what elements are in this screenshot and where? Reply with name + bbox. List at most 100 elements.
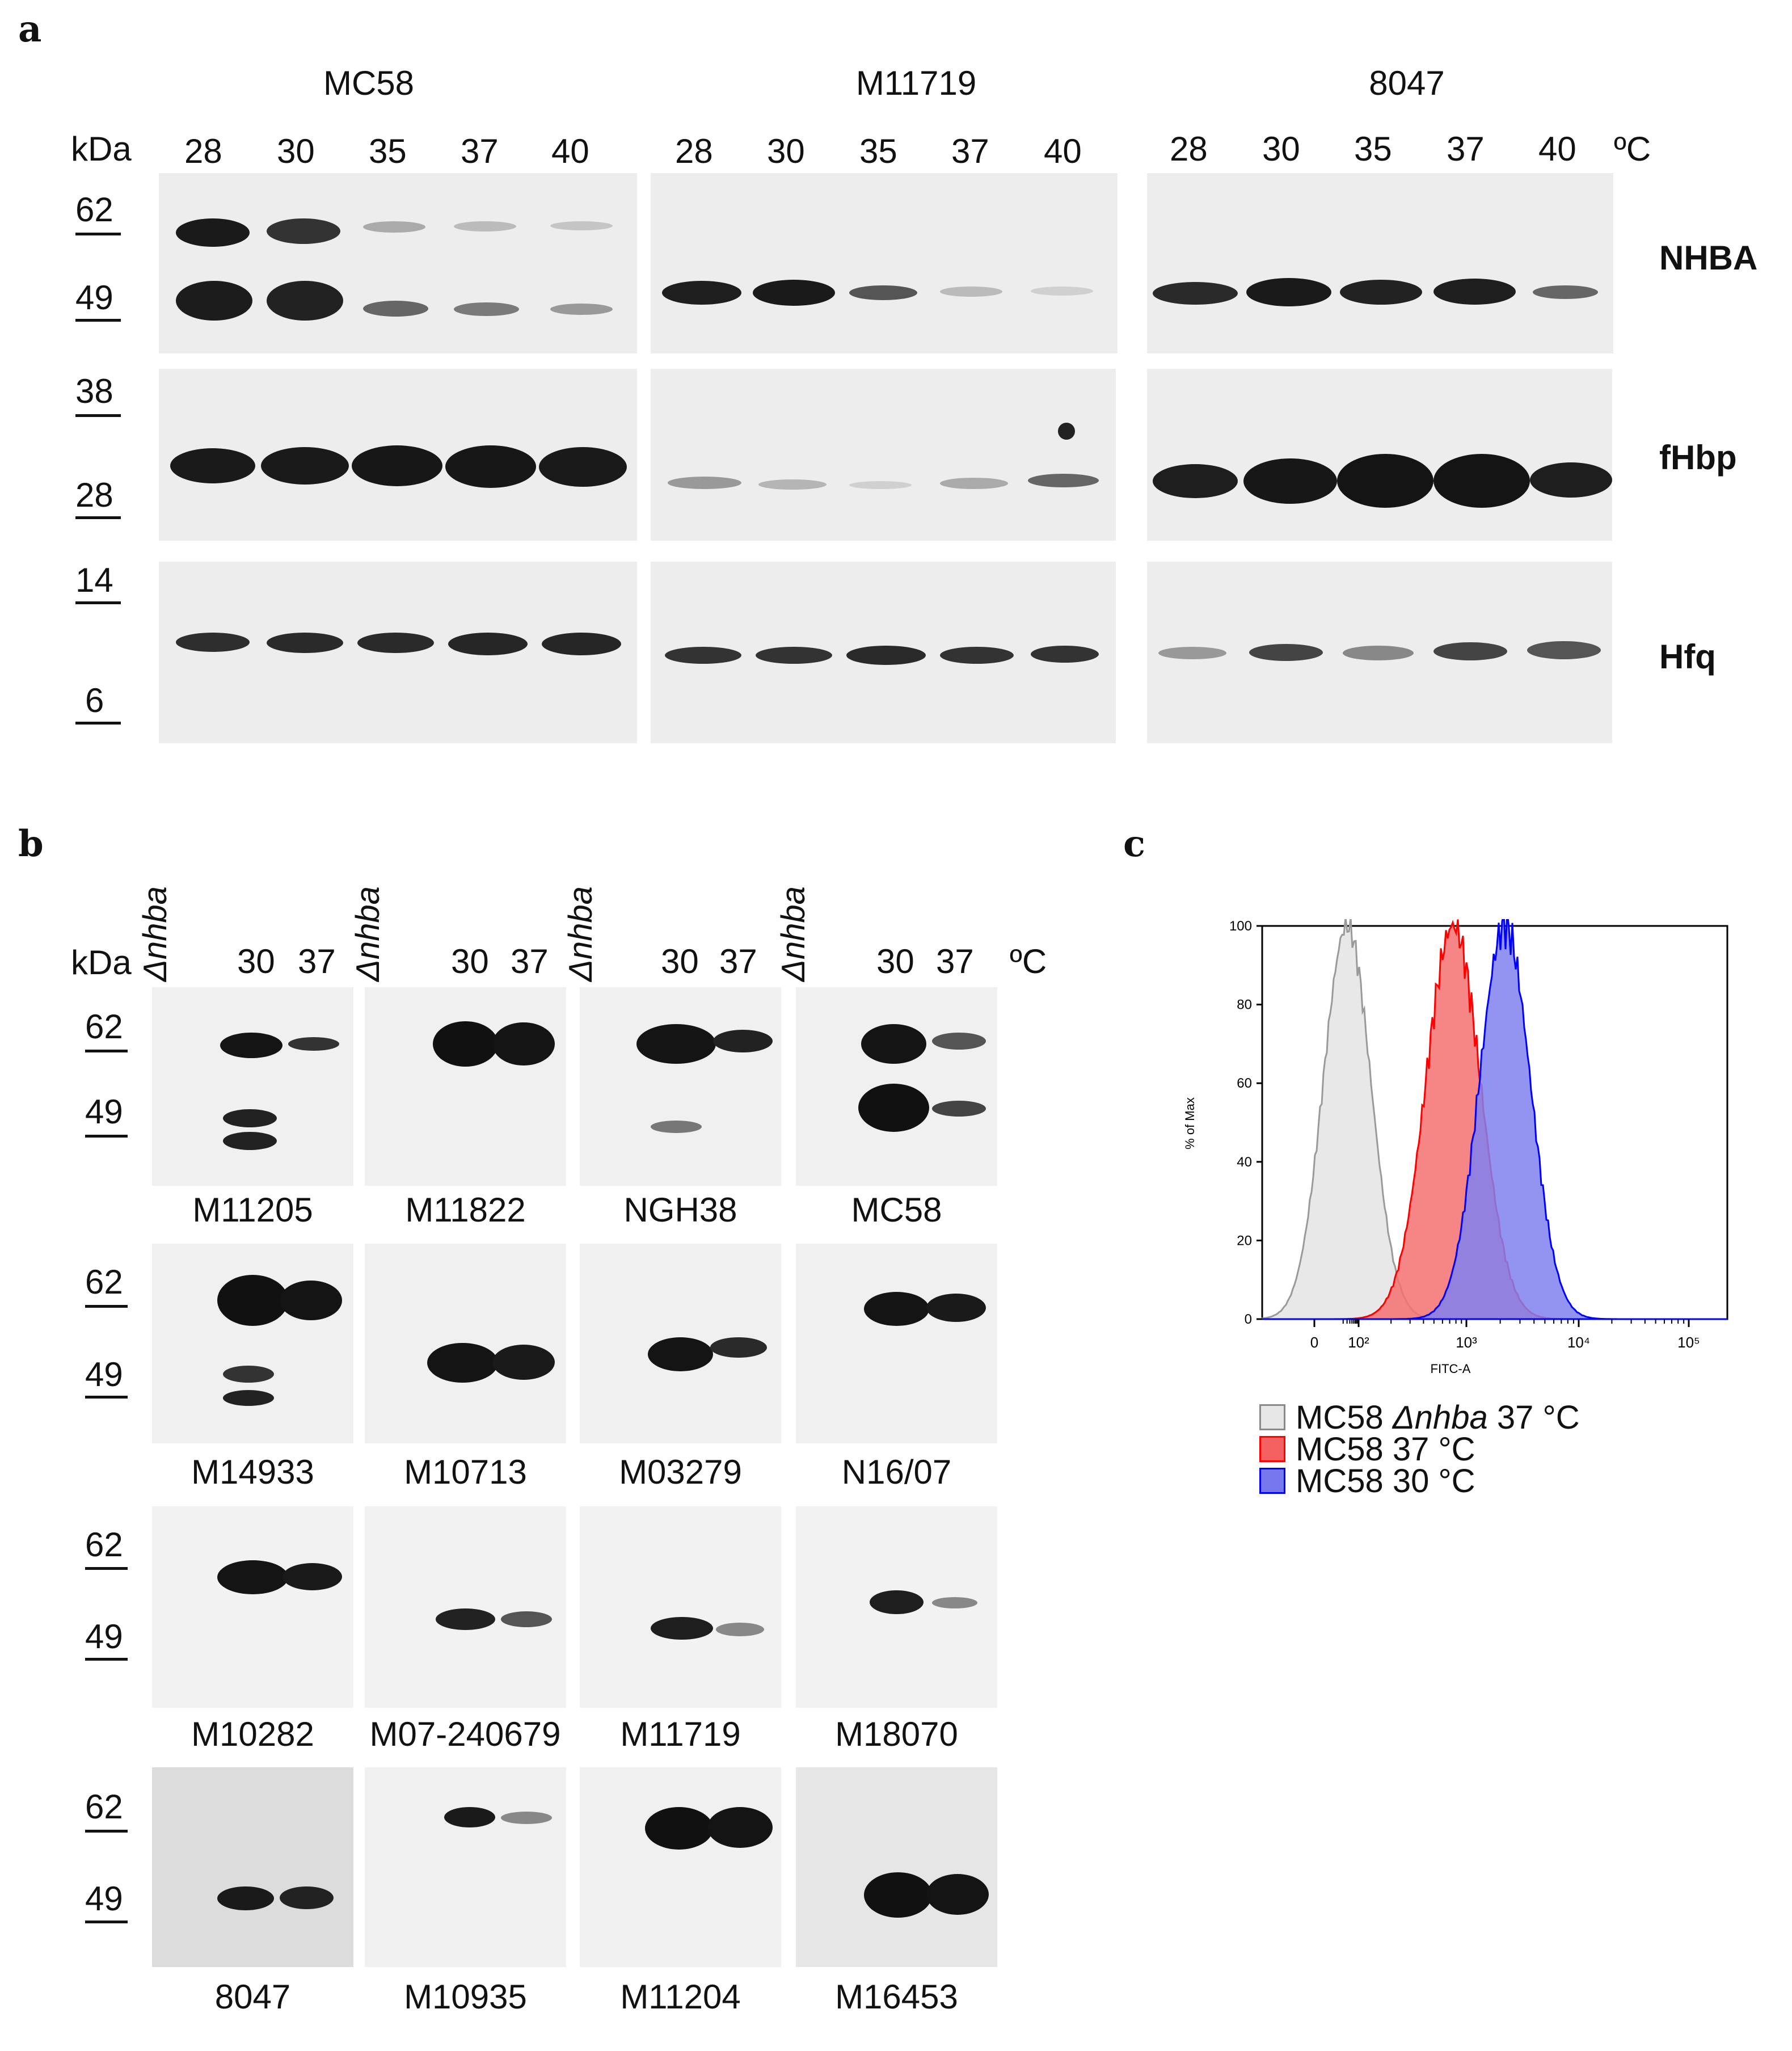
histogram-chart: 0 20 40 60 80 100 0 10² 10³ 10⁴ 10⁵ % of Max FITC… xyxy=(1183,919,1728,1376)
mw-tick xyxy=(75,233,121,235)
x-axis-label: FITC-A xyxy=(1431,1362,1471,1376)
lane-label-dnhba: Δnhba xyxy=(562,886,599,982)
unit-label: ºC xyxy=(1614,130,1651,168)
legend-swatch xyxy=(1259,1436,1285,1462)
strain-label: M11204 xyxy=(620,1978,741,2016)
strain-label: 8047 xyxy=(1369,64,1445,102)
temp-label: 30 xyxy=(1262,130,1300,168)
temp-label: 35 xyxy=(369,132,407,170)
mw-marker: 62 xyxy=(85,1263,123,1301)
lane-label-dnhba: Δnhba xyxy=(775,886,812,982)
blot-ngh38 xyxy=(580,987,781,1186)
temp-label: 28 xyxy=(1170,130,1208,168)
strain-label: M16453 xyxy=(835,1978,958,2016)
temp-label: 37 xyxy=(951,132,989,170)
protein-label: fHbp xyxy=(1659,439,1737,477)
mw-marker: 49 xyxy=(85,1093,123,1131)
legend-text: MC58 37 °C xyxy=(1296,1430,1475,1468)
legend-item: MC58 30 °C xyxy=(1259,1462,1580,1500)
legend-swatch xyxy=(1259,1468,1285,1494)
strain-label: M03279 xyxy=(619,1453,742,1491)
mw-marker: 62 xyxy=(85,1526,123,1564)
mw-tick xyxy=(85,1658,128,1661)
legend-text: MC58 Δnhba 37 °C xyxy=(1296,1399,1580,1436)
strain-label: MC58 xyxy=(323,64,415,102)
y-tick-label: 100 xyxy=(1229,919,1252,934)
series-area xyxy=(1262,919,1727,1320)
x-tick-label: 10⁴ xyxy=(1567,1334,1590,1351)
lane-label-30: 30 xyxy=(661,942,699,980)
blot-hfq-m11719 xyxy=(651,562,1116,743)
blot-nhba-mc58 xyxy=(159,173,637,353)
strain-label: M11719 xyxy=(620,1715,741,1753)
mw-marker: 62 xyxy=(75,191,113,229)
temp-label: 37 xyxy=(1447,130,1485,168)
blot-n16-07 xyxy=(796,1244,997,1443)
strain-label: N16/07 xyxy=(841,1453,952,1491)
blot-m16453 xyxy=(796,1767,997,1967)
blot-m11205 xyxy=(152,987,353,1186)
mw-tick xyxy=(85,1830,128,1833)
mw-marker: 49 xyxy=(85,1880,123,1918)
temp-label: 30 xyxy=(277,132,315,170)
panel-label-c: c xyxy=(1123,823,1145,865)
mw-marker: 62 xyxy=(85,1008,123,1046)
blot-8047-b xyxy=(152,1767,353,1967)
blot-m14933 xyxy=(152,1244,353,1443)
x-tick-label: 10² xyxy=(1348,1334,1369,1351)
lane-label-37: 37 xyxy=(298,942,336,980)
blot-m07-240679 xyxy=(365,1506,566,1708)
temp-label: 40 xyxy=(1044,132,1082,170)
legend-text: MC58 30 °C xyxy=(1296,1462,1475,1500)
blot-nhba-m11719 xyxy=(651,173,1118,353)
strain-label: M11719 xyxy=(855,64,977,102)
unit-label: ºC xyxy=(1010,942,1047,980)
mw-marker: 28 xyxy=(75,476,113,514)
blot-fhbp-m11719 xyxy=(651,369,1116,541)
legend-item: MC58 37 °C xyxy=(1259,1430,1580,1468)
y-axis-label: % of Max xyxy=(1183,1097,1197,1149)
blot-m10713 xyxy=(365,1244,566,1443)
strain-label: M11822 xyxy=(405,1191,526,1229)
lane-label-30: 30 xyxy=(237,942,275,980)
temp-label: 35 xyxy=(1354,130,1392,168)
blot-fhbp-8047 xyxy=(1147,369,1612,541)
strain-label: M07-240679 xyxy=(369,1715,561,1753)
blot-m10282 xyxy=(152,1506,353,1708)
temp-label: 40 xyxy=(551,132,589,170)
x-tick-label: 10³ xyxy=(1456,1334,1477,1351)
y-tick-label: 40 xyxy=(1237,1155,1252,1170)
mw-tick xyxy=(85,1921,128,1923)
strain-label: M10935 xyxy=(404,1978,527,2016)
mw-tick xyxy=(75,516,121,519)
lane-label-30: 30 xyxy=(876,942,914,980)
blot-m18070 xyxy=(796,1506,997,1708)
blot-nhba-8047 xyxy=(1147,173,1613,353)
lane-label-30: 30 xyxy=(451,942,489,980)
blot-m11719-b xyxy=(580,1506,781,1708)
lane-label-37: 37 xyxy=(511,942,549,980)
strain-label: M10713 xyxy=(404,1453,527,1491)
strain-label: MC58 xyxy=(851,1191,942,1229)
blot-fhbp-mc58 xyxy=(159,369,637,541)
y-tick-label: 0 xyxy=(1245,1312,1252,1327)
strain-label: M10282 xyxy=(191,1715,314,1753)
temp-label: 28 xyxy=(675,132,713,170)
panel-label-b: b xyxy=(18,823,44,865)
mw-tick xyxy=(75,601,121,604)
temp-label: 35 xyxy=(859,132,897,170)
temp-label: 28 xyxy=(184,132,222,170)
mw-marker: 49 xyxy=(85,1355,123,1393)
legend-swatch xyxy=(1259,1404,1285,1430)
strain-label: M14933 xyxy=(191,1453,314,1491)
legend: MC58 Δnhba 37 °C MC58 37 °C MC58 30 °C xyxy=(1259,1399,1580,1500)
y-tick-label: 60 xyxy=(1237,1076,1252,1091)
mw-tick xyxy=(85,1135,128,1138)
temp-label: 30 xyxy=(767,132,805,170)
lane-label-37: 37 xyxy=(936,942,974,980)
mw-marker: 38 xyxy=(75,372,113,410)
protein-label: Hfq xyxy=(1659,638,1716,676)
mw-marker: 6 xyxy=(85,681,104,719)
strain-label: M11205 xyxy=(192,1191,313,1229)
mw-tick xyxy=(85,1396,128,1399)
